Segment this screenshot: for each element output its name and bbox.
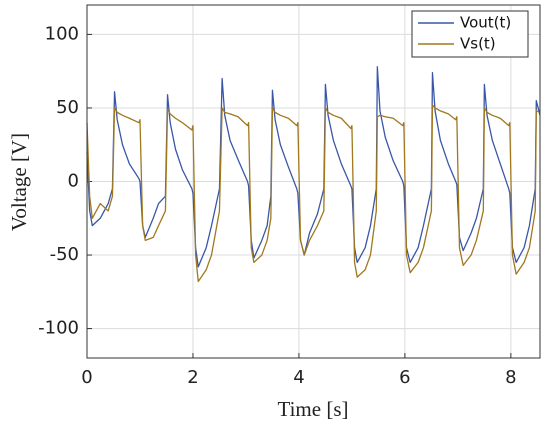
legend-label: Vout(t) xyxy=(460,14,511,32)
y-tick-label: 0 xyxy=(68,171,79,192)
series-line xyxy=(86,66,541,268)
y-tick-label: -50 xyxy=(50,244,79,265)
plot-frame xyxy=(86,4,541,359)
y-tick-label: -100 xyxy=(38,318,79,339)
series-line xyxy=(86,104,541,283)
x-tick-label: 0 xyxy=(81,367,92,388)
y-axis-label: Voltage [V] xyxy=(7,133,31,231)
legend-box xyxy=(411,10,529,58)
y-tick-label: 50 xyxy=(56,97,79,118)
x-axis-label: Time [s] xyxy=(278,397,349,421)
x-tick-label: 4 xyxy=(293,367,304,388)
x-tick-label: 6 xyxy=(399,367,410,388)
legend-label: Vs(t) xyxy=(460,35,496,53)
y-tick-label: 100 xyxy=(45,23,79,44)
x-tick-label: 2 xyxy=(187,367,198,388)
x-tick-label: 8 xyxy=(505,367,516,388)
